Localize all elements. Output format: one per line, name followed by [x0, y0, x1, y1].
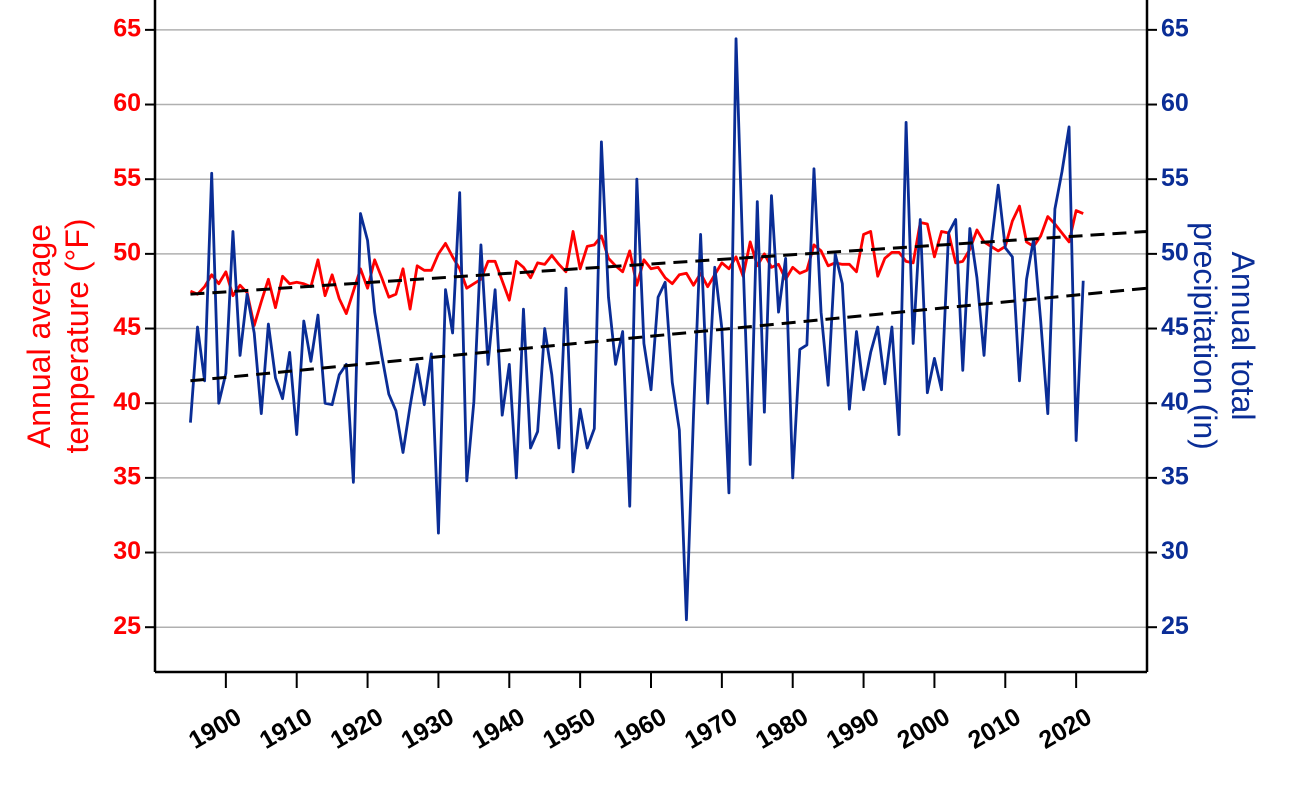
trend-line [190, 286, 1148, 383]
x-tick-group: 1980 [751, 703, 813, 755]
x-tick-label: 1960 [609, 703, 671, 755]
x-tick-group: 1920 [326, 703, 388, 755]
x-tick-group: 1990 [822, 703, 884, 755]
y-tick-label: 50 [113, 238, 141, 266]
x-tick-group: 1930 [397, 703, 459, 755]
y2-tick-label: 30 [1161, 537, 1189, 565]
y-tick-label: 40 [113, 388, 141, 416]
y2-axis-title: Annual totalprecipitation (in) [1187, 222, 1261, 450]
x-tick-label: 1970 [680, 703, 742, 755]
x-tick-label: 1950 [538, 703, 600, 755]
x-tick-group: 1910 [255, 703, 317, 755]
x-tick-label: 1990 [822, 703, 884, 755]
y-axis-title-line: Annual average [21, 224, 57, 448]
y-tick-label: 25 [113, 612, 141, 640]
y2-tick-label: 35 [1161, 462, 1189, 490]
x-tick-group: 2000 [893, 703, 955, 755]
y-axis-title-line: temperature (°F) [59, 218, 95, 453]
x-tick-label: 1920 [326, 703, 388, 755]
y2-tick-label: 25 [1161, 612, 1189, 640]
y-tick-label: 65 [113, 14, 141, 42]
x-tick-group: 1950 [538, 703, 600, 755]
x-tick-group: 1940 [467, 703, 529, 755]
x-tick-label: 2000 [893, 703, 955, 755]
x-tick-label: 2010 [963, 703, 1025, 755]
y-tick-label: 30 [113, 537, 141, 565]
x-tick-label: 2020 [1034, 703, 1096, 755]
x-tick-group: 1970 [680, 703, 742, 755]
y2-tick-label: 60 [1161, 89, 1189, 117]
y2-tick-label: 40 [1161, 388, 1189, 416]
x-tick-group: 1900 [184, 703, 246, 755]
x-tick-label: 1900 [184, 703, 246, 755]
x-tick-group: 1960 [609, 703, 671, 755]
x-tick-label: 1930 [397, 703, 459, 755]
y-tick-label: 35 [113, 462, 141, 490]
y-tick-label: 45 [113, 313, 141, 341]
series-line [189, 37, 1085, 622]
x-tick-label: 1980 [751, 703, 813, 755]
y2-tick-label: 45 [1161, 313, 1189, 341]
x-tick-label: 1940 [467, 703, 529, 755]
x-tick-group: 2010 [963, 703, 1025, 755]
trend-line [190, 229, 1148, 296]
y2-axis-title-line: precipitation (in) [1187, 222, 1223, 450]
y2-tick-label: 65 [1161, 14, 1189, 42]
y2-tick-label: 55 [1161, 164, 1189, 192]
series-line [189, 204, 1084, 327]
y2-tick-label: 50 [1161, 238, 1189, 266]
y-axis-title: Annual averagetemperature (°F) [21, 218, 95, 453]
y-tick-label: 55 [113, 164, 141, 192]
x-tick-label: 1910 [255, 703, 317, 755]
y-tick-label: 60 [113, 89, 141, 117]
y2-axis-title-line: Annual total [1225, 251, 1261, 420]
x-tick-group: 2020 [1034, 703, 1096, 755]
